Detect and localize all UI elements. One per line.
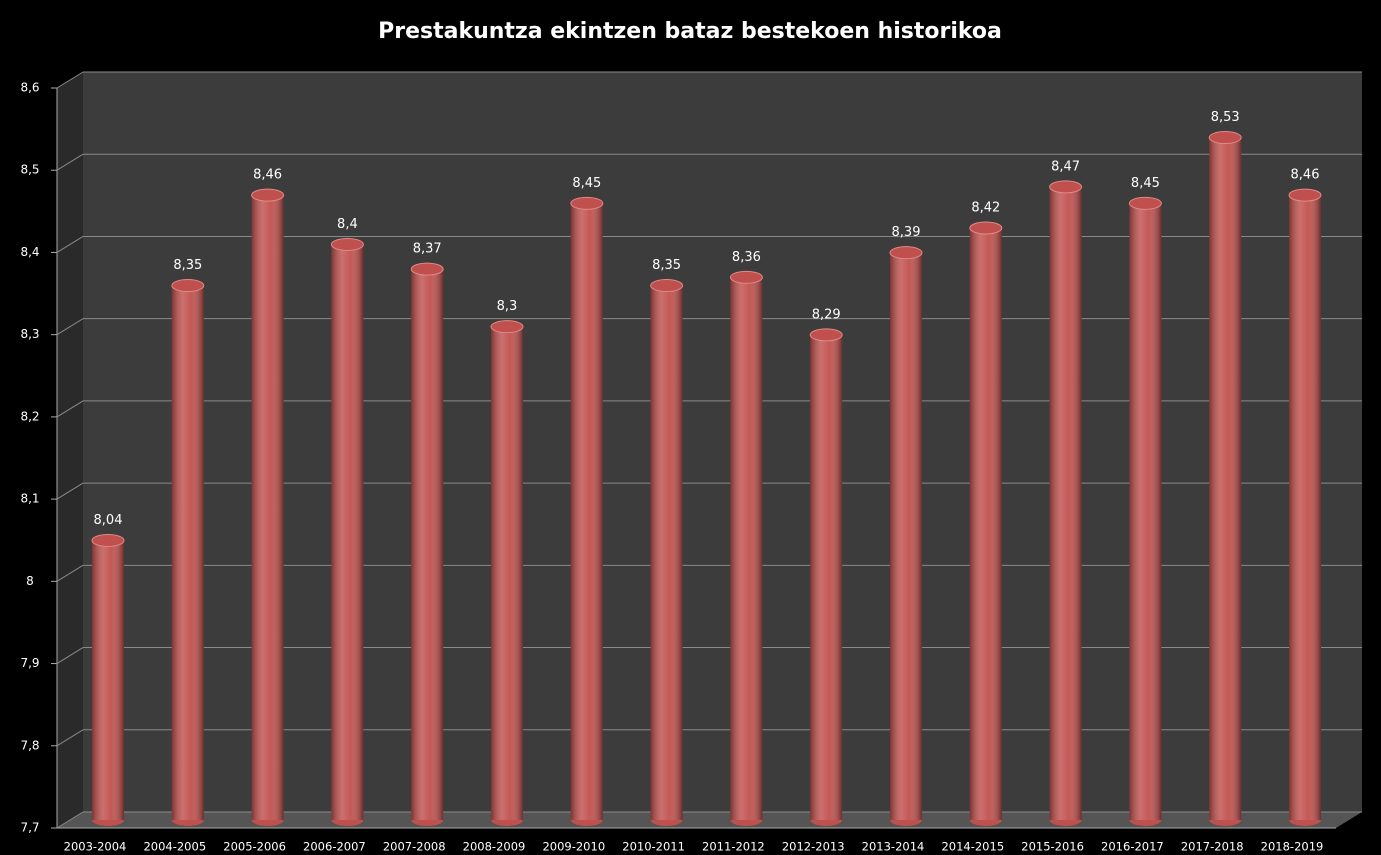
x-tick-label: 2006-2007	[303, 840, 366, 854]
bar-top	[650, 279, 684, 293]
bar-shading	[730, 277, 763, 820]
bar-top	[330, 237, 364, 251]
x-tick-label: 2007-2008	[383, 840, 446, 854]
bar-top	[490, 320, 524, 334]
data-label: 8,35	[652, 258, 681, 273]
bar-shading	[1289, 195, 1321, 821]
x-tick-label: 2008-2009	[463, 840, 526, 854]
x-tick-label: 2017-2018	[1181, 840, 1244, 854]
x-tick-label: 2013-2014	[862, 840, 925, 854]
bar-shading	[810, 334, 843, 820]
data-label: 8,37	[413, 242, 442, 257]
grid-line	[56, 318, 84, 336]
bar-top	[809, 328, 843, 342]
data-label: 8,35	[173, 258, 202, 273]
data-label: 8,46	[253, 168, 282, 183]
bar-shading	[1209, 137, 1242, 821]
bar-top	[91, 533, 125, 547]
bar-shading	[1129, 203, 1162, 821]
bar-shading	[92, 540, 124, 820]
bar-shading	[171, 285, 204, 820]
grid-line	[56, 153, 84, 171]
bar-shading	[890, 252, 922, 820]
x-tick-label: 2015-2016	[1021, 840, 1084, 854]
x-tick-label: 2004-2005	[143, 840, 206, 854]
y-tick-label: 8,5	[20, 163, 39, 177]
grid-line	[56, 811, 84, 829]
x-tick-label: 2003-2004	[64, 840, 127, 854]
bar-shading	[570, 203, 603, 821]
y-tick-label: 8	[26, 574, 34, 588]
bar-top	[969, 221, 1003, 235]
bar-shading	[331, 244, 364, 820]
y-tick-label: 8,6	[20, 81, 39, 95]
data-label: 8,47	[1051, 159, 1080, 174]
grid-line	[56, 729, 84, 747]
bar-top	[1049, 180, 1083, 194]
grid-line	[56, 400, 84, 418]
bar-shading	[251, 195, 284, 821]
bar-top	[889, 246, 923, 260]
data-label: 8,3	[497, 299, 518, 314]
data-label: 8,53	[1211, 110, 1240, 125]
bar-top	[729, 270, 763, 284]
bar-shading	[411, 269, 444, 821]
data-label: 8,29	[812, 307, 841, 322]
x-tick-label: 2011-2012	[702, 840, 765, 854]
grid-line	[56, 482, 84, 500]
side-wall	[57, 72, 83, 828]
y-tick-label: 7,9	[20, 656, 39, 670]
bar-top	[570, 196, 604, 210]
bar-top	[1208, 131, 1242, 145]
back-wall	[83, 72, 1362, 812]
floor	[57, 812, 1362, 828]
data-label: 8,42	[971, 201, 1000, 216]
grid-line	[56, 236, 84, 253]
x-tick-label: 2009-2010	[542, 840, 605, 854]
bar-shading	[1049, 186, 1082, 820]
data-label: 8,4	[337, 217, 358, 232]
bar-top	[171, 279, 205, 293]
data-label: 8,39	[892, 225, 921, 240]
bar-top	[1128, 196, 1162, 210]
y-tick-label: 8,3	[20, 327, 39, 341]
data-label: 8,04	[94, 513, 123, 528]
data-label: 8,46	[1291, 168, 1320, 183]
data-label: 8,45	[1131, 176, 1160, 191]
x-tick-label: 2018-2019	[1261, 840, 1324, 854]
y-tick-label: 8,1	[20, 492, 39, 506]
x-tick-label: 2012-2013	[782, 840, 845, 854]
bar-shading	[491, 326, 523, 820]
x-tick-label: 2005-2006	[223, 840, 286, 854]
y-tick-label: 7,8	[20, 738, 39, 752]
x-tick-label: 2016-2017	[1101, 840, 1164, 854]
y-tick-label: 8,4	[20, 245, 39, 259]
grid-line	[56, 564, 84, 582]
bar-top	[251, 188, 285, 202]
chart-title: Prestakuntza ekintzen bataz bestekoen hi…	[378, 19, 1002, 44]
bar-top	[1288, 188, 1322, 202]
x-tick-label: 2014-2015	[941, 840, 1004, 854]
bar-shading	[969, 228, 1002, 820]
grid-line	[56, 71, 84, 89]
x-tick-label: 2010-2011	[622, 840, 685, 854]
data-label: 8,36	[732, 250, 761, 265]
bar-shading	[650, 285, 683, 820]
y-tick-label: 7,7	[20, 821, 39, 835]
bar-top	[410, 262, 444, 276]
y-tick-label: 8,2	[20, 409, 39, 423]
data-label: 8,45	[572, 176, 601, 191]
grid-line	[56, 647, 84, 664]
